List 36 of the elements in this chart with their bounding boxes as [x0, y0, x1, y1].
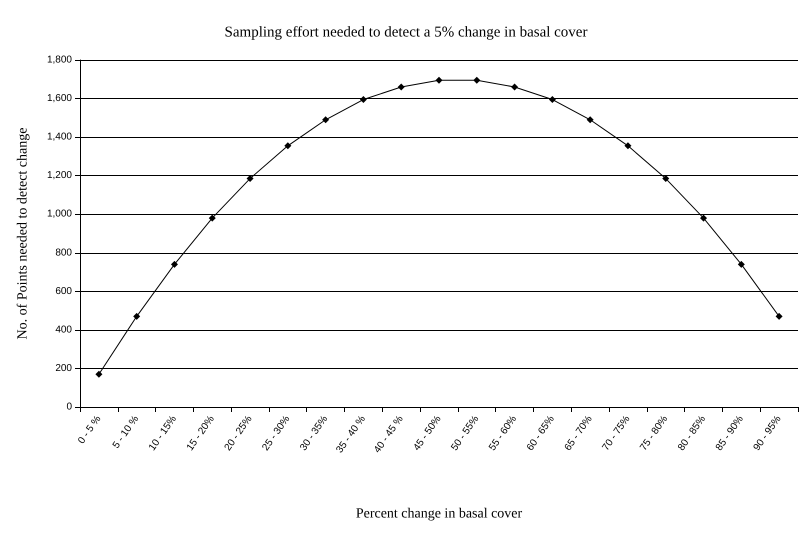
- x-axis-title: Percent change in basal cover: [356, 506, 523, 522]
- x-tick-label: 35 - 40 %: [334, 414, 368, 456]
- point: [208, 214, 216, 222]
- point: [511, 83, 518, 90]
- point: [548, 96, 556, 104]
- chart-title: Sampling effort needed to detect a 5% change in basal cover: [224, 24, 588, 40]
- y-tick-label: 1,800: [46, 54, 72, 66]
- y-tick-label: 800: [55, 247, 72, 258]
- point: [284, 142, 292, 150]
- point: [133, 312, 140, 320]
- point: [322, 116, 330, 124]
- point: [662, 175, 670, 182]
- point: [436, 76, 442, 84]
- point: [776, 312, 783, 320]
- point: [170, 260, 178, 268]
- y-tick-label: 1,400: [46, 132, 72, 143]
- point: [700, 214, 708, 222]
- x-tick-label: 0 - 5 %: [76, 414, 104, 446]
- y-tick-label: 1,200: [46, 170, 72, 182]
- point: [398, 83, 405, 90]
- y-tick-label: 1,600: [46, 93, 72, 104]
- point: [624, 142, 632, 150]
- x-tick-label: 5 - 10 %: [110, 414, 142, 451]
- y-tick-label: 200: [55, 362, 72, 374]
- x-tick-label: 40 - 45 %: [372, 414, 406, 456]
- point: [586, 116, 594, 124]
- point: [738, 260, 745, 268]
- y-tick-label: 0: [66, 402, 72, 412]
- y-tick-label: 400: [55, 324, 72, 336]
- point: [246, 175, 254, 182]
- y-tick-label: 600: [55, 286, 72, 297]
- y-axis-title: No. of Points needed to detect change: [16, 128, 30, 340]
- point: [360, 96, 367, 104]
- point: [95, 370, 102, 378]
- point: [473, 76, 480, 84]
- y-tick-label: 1,000: [46, 208, 72, 220]
